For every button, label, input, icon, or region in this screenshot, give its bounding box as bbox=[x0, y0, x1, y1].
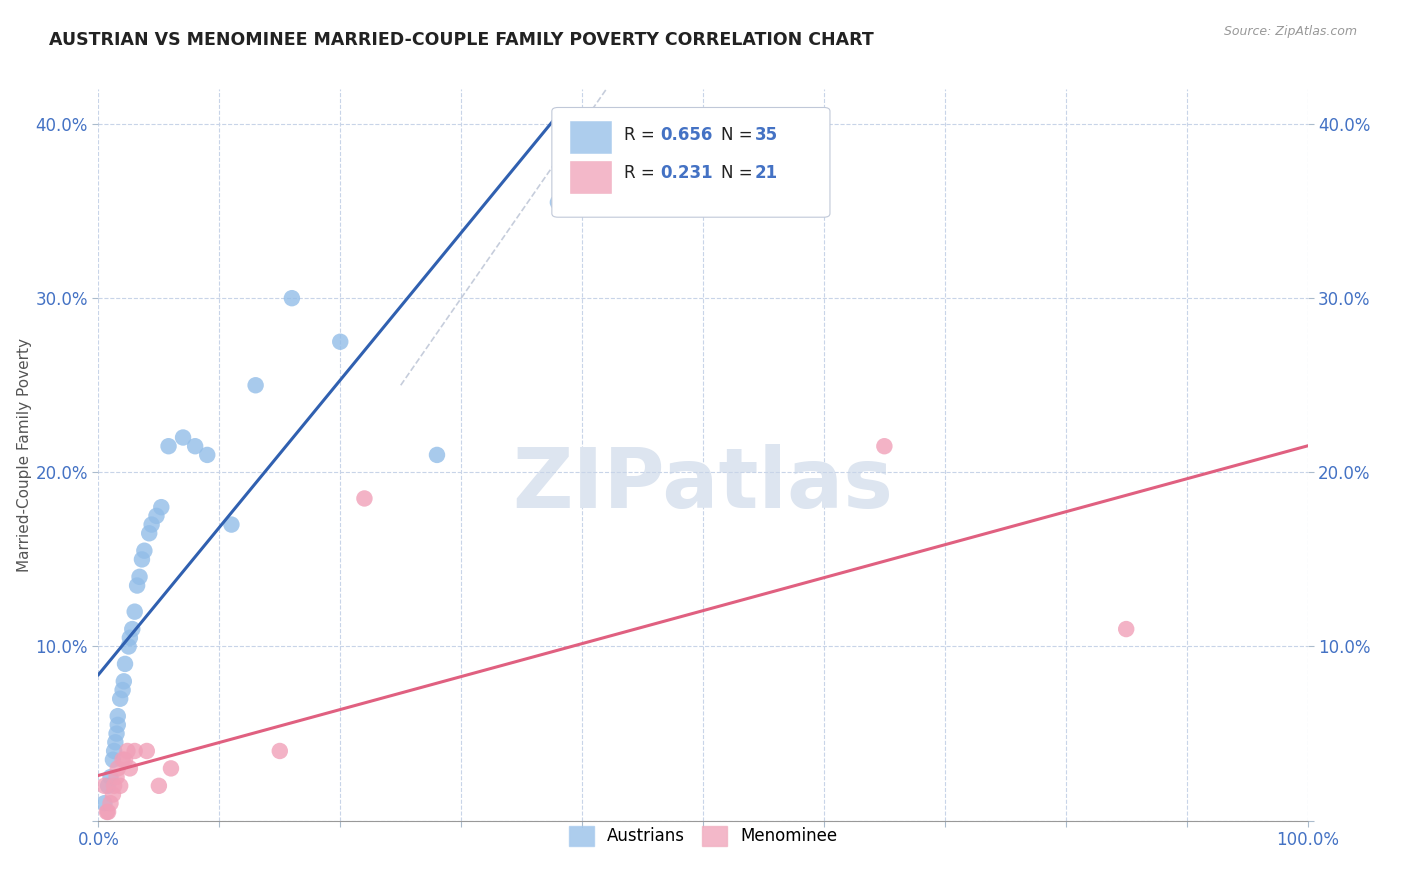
Point bbox=[97, 779, 120, 793]
Point bbox=[105, 770, 128, 784]
Text: N =: N = bbox=[721, 126, 758, 144]
Text: Source: ZipAtlas.com: Source: ZipAtlas.com bbox=[1223, 25, 1357, 38]
Text: R =: R = bbox=[624, 164, 661, 182]
Point bbox=[127, 578, 149, 592]
Point bbox=[118, 631, 141, 645]
Point bbox=[118, 761, 141, 775]
Point bbox=[114, 753, 136, 767]
Point bbox=[100, 770, 122, 784]
Point bbox=[101, 753, 124, 767]
Point bbox=[145, 508, 167, 523]
Point bbox=[1115, 622, 1137, 636]
Point bbox=[111, 683, 134, 698]
Point bbox=[245, 378, 267, 392]
Point bbox=[134, 543, 156, 558]
Point bbox=[93, 779, 115, 793]
Point bbox=[353, 491, 375, 506]
Point bbox=[150, 500, 173, 515]
Point bbox=[269, 744, 291, 758]
Point bbox=[117, 744, 139, 758]
Point bbox=[104, 735, 127, 749]
Point bbox=[111, 753, 134, 767]
Legend: Austrians, Menominee: Austrians, Menominee bbox=[562, 819, 844, 853]
Point bbox=[105, 726, 128, 740]
Point bbox=[103, 744, 125, 758]
Point bbox=[124, 744, 146, 758]
Point bbox=[184, 439, 207, 453]
Point bbox=[108, 779, 131, 793]
Text: R =: R = bbox=[624, 126, 661, 144]
Point bbox=[172, 430, 194, 444]
Point bbox=[873, 439, 896, 453]
Point bbox=[148, 779, 170, 793]
Point bbox=[101, 788, 124, 802]
Point bbox=[195, 448, 218, 462]
FancyBboxPatch shape bbox=[569, 120, 612, 153]
Text: ZIPatlas: ZIPatlas bbox=[513, 443, 893, 524]
FancyBboxPatch shape bbox=[569, 161, 612, 193]
Point bbox=[107, 709, 129, 723]
Point bbox=[157, 439, 180, 453]
Text: AUSTRIAN VS MENOMINEE MARRIED-COUPLE FAMILY POVERTY CORRELATION CHART: AUSTRIAN VS MENOMINEE MARRIED-COUPLE FAM… bbox=[49, 31, 875, 49]
Text: 21: 21 bbox=[755, 164, 778, 182]
Y-axis label: Married-Couple Family Poverty: Married-Couple Family Poverty bbox=[17, 338, 32, 572]
Point bbox=[107, 718, 129, 732]
Point bbox=[108, 691, 131, 706]
Point bbox=[138, 526, 160, 541]
Point bbox=[112, 674, 135, 689]
Point bbox=[96, 805, 118, 819]
Point bbox=[118, 640, 141, 654]
Point bbox=[128, 570, 150, 584]
Text: 0.231: 0.231 bbox=[661, 164, 713, 182]
FancyBboxPatch shape bbox=[551, 108, 830, 218]
Text: 35: 35 bbox=[755, 126, 778, 144]
Point bbox=[121, 622, 143, 636]
Point bbox=[103, 779, 125, 793]
Point bbox=[131, 552, 153, 566]
Point bbox=[107, 761, 129, 775]
Text: 0.656: 0.656 bbox=[661, 126, 713, 144]
Point bbox=[160, 761, 183, 775]
Point bbox=[141, 517, 163, 532]
Point bbox=[426, 448, 449, 462]
Point bbox=[547, 195, 569, 210]
Point bbox=[97, 805, 120, 819]
Point bbox=[124, 605, 146, 619]
Point bbox=[221, 517, 243, 532]
Point bbox=[135, 744, 157, 758]
Text: N =: N = bbox=[721, 164, 758, 182]
Point bbox=[114, 657, 136, 671]
Point bbox=[93, 796, 115, 810]
Point bbox=[100, 796, 122, 810]
Point bbox=[329, 334, 352, 349]
Point bbox=[281, 291, 304, 305]
